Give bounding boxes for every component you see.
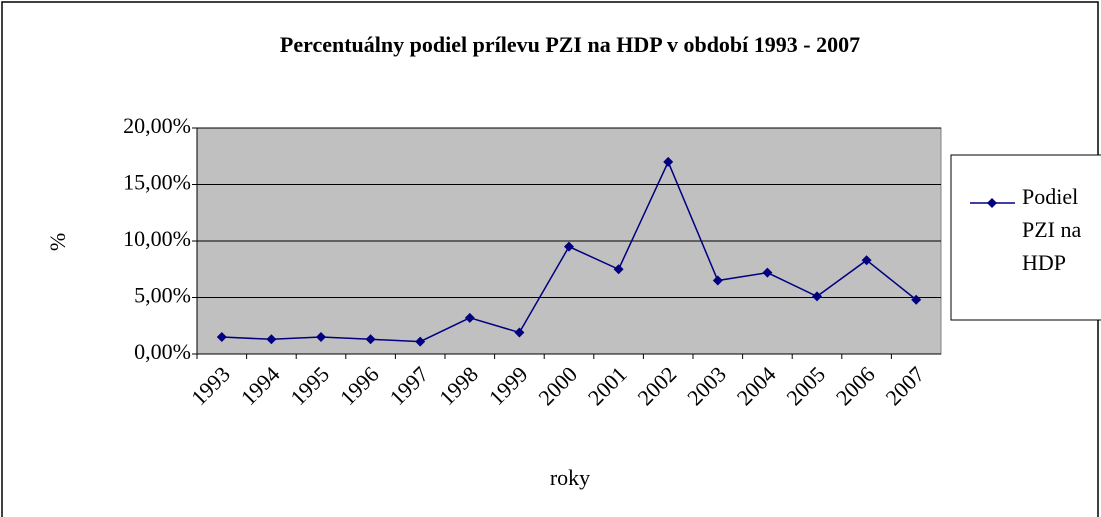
x-axis-label: roky xyxy=(550,465,590,490)
chart-title: Percentuálny podiel prílevu PZI na HDP v… xyxy=(280,32,860,57)
data-point xyxy=(316,332,326,343)
data-point xyxy=(365,334,376,345)
legend-marker xyxy=(987,198,997,208)
data-point xyxy=(564,241,574,252)
data-point xyxy=(812,291,822,302)
y-tick-label: 20,00% xyxy=(123,113,191,138)
data-point xyxy=(514,327,525,338)
data-point xyxy=(861,255,872,266)
data-point xyxy=(663,156,674,167)
data-point xyxy=(216,332,227,343)
data-point xyxy=(464,312,475,323)
y-axis-label: % xyxy=(45,233,70,251)
data-point xyxy=(712,275,723,286)
legend-label: Podiel PZI na HDP xyxy=(1022,184,1082,275)
data-point xyxy=(762,267,773,278)
data-point xyxy=(911,294,922,305)
data-point xyxy=(613,264,624,275)
y-tick-label: 10,00% xyxy=(123,226,191,251)
data-point xyxy=(415,336,426,347)
data-point xyxy=(266,334,277,345)
y-tick-label: 0,00% xyxy=(134,339,191,364)
y-tick-label: 15,00% xyxy=(123,170,191,195)
y-tick-label: 5,00% xyxy=(134,283,191,308)
legend-box xyxy=(950,154,1101,321)
